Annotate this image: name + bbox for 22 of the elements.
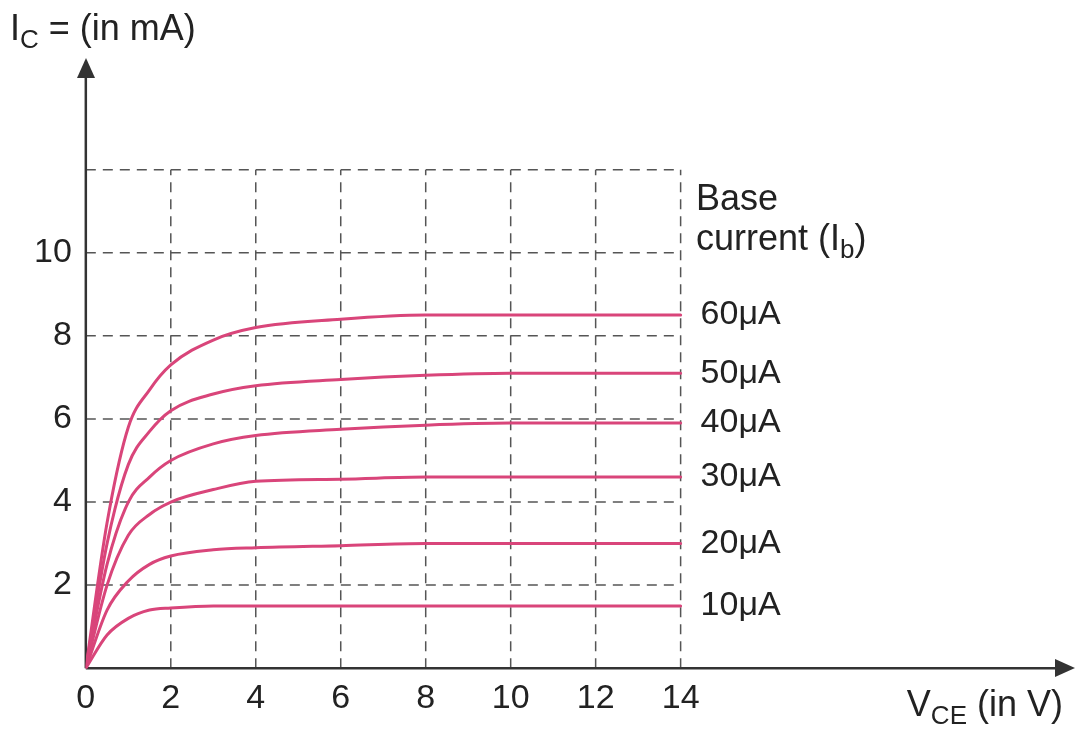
legend-title: Base current (I$_{b}$) [696,177,868,264]
series-label: 40μA [700,401,782,440]
x-tick-label: 12 [576,676,615,715]
y-tick-label: 6 [52,397,72,436]
x-tick-label: 4 [246,676,266,715]
series-label: 20μA [700,521,782,560]
y-tick-label: 4 [52,480,72,519]
series-label: 60μA [700,293,782,332]
y-tick-label: 8 [52,314,72,353]
y-tick-label: 10 [33,231,72,270]
x-tick-label: 8 [416,676,436,715]
series-label: 50μA [700,351,782,390]
x-tick-label: 2 [161,676,181,715]
x-tick-label: 0 [76,676,96,715]
series-label: 10μA [700,584,782,623]
x-tick-label: 14 [661,676,700,715]
x-tick-label: 10 [491,676,530,715]
series-label: 30μA [700,455,782,494]
x-tick-label: 6 [331,676,351,715]
y-axis-title: I$_{C}$ = (in mA) [10,7,196,55]
x-axis-title: V$_{CE}$ (in V) [906,683,1063,731]
y-tick-label: 2 [52,563,72,602]
